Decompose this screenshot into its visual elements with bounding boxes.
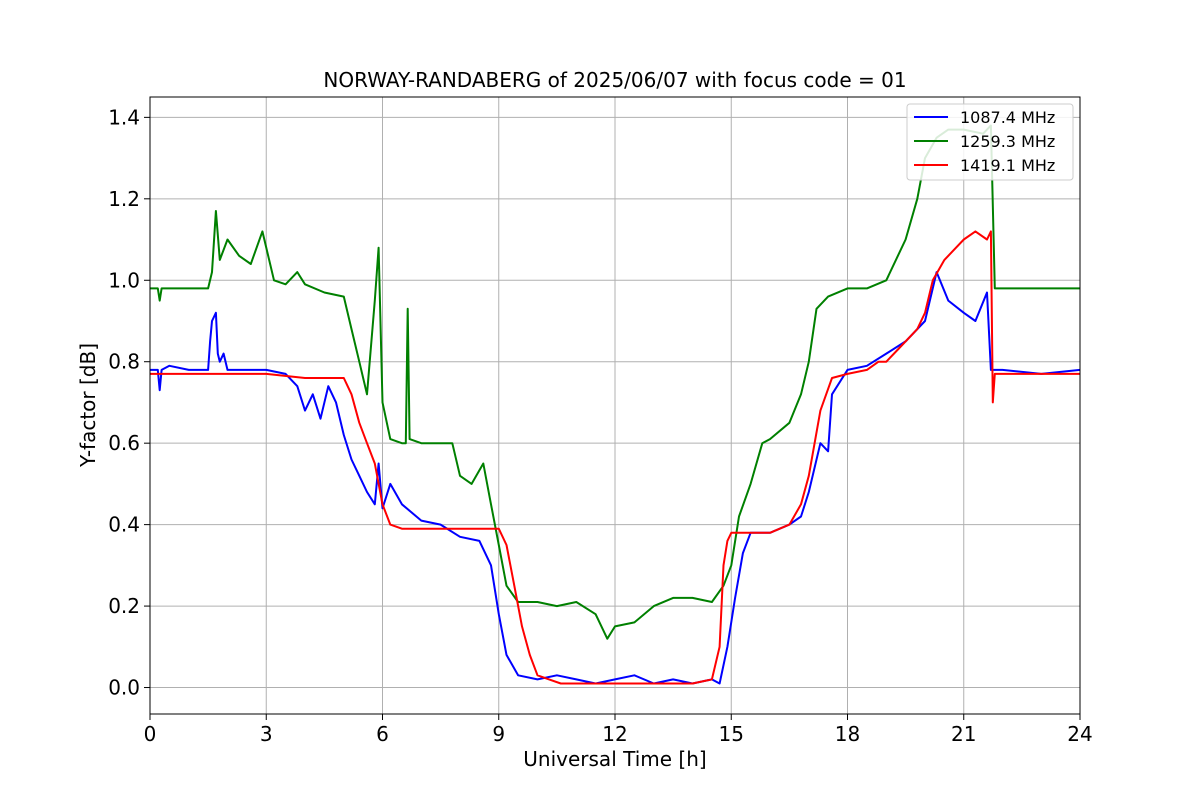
- y-axis-title: Y-factor [dB]: [76, 343, 100, 468]
- y-tick-label: 1.2: [108, 187, 140, 211]
- x-tick-label: 9: [492, 722, 505, 746]
- legend-label: 1087.4 MHz: [960, 108, 1055, 127]
- y-tick-label: 0.0: [108, 676, 140, 700]
- x-tick-label: 3: [260, 722, 273, 746]
- x-tick-label: 21: [951, 722, 976, 746]
- legend-label: 1419.1 MHz: [960, 156, 1055, 175]
- series-line-3: [150, 230, 1080, 685]
- x-tick-label: 0: [144, 722, 157, 746]
- x-tick-label: 18: [835, 722, 860, 746]
- y-tick-label: 0.4: [108, 513, 140, 537]
- legend-label: 1259.3 MHz: [960, 132, 1055, 151]
- y-tick-label: 0.8: [108, 350, 140, 374]
- legend: 1087.4 MHz 1259.3 MHz 1419.1 MHz: [906, 103, 1074, 181]
- series-line-1: [150, 271, 1081, 685]
- chart-title: NORWAY-RANDABERG of 2025/06/07 with focu…: [323, 68, 906, 92]
- y-tick-label: 0.2: [108, 594, 140, 618]
- x-axis-title: Universal Time [h]: [523, 747, 706, 771]
- y-tick-label: 1.4: [108, 105, 140, 129]
- x-tick-label: 15: [719, 722, 744, 746]
- y-tick-label: 1.0: [108, 268, 140, 292]
- series-line-2: [150, 124, 1080, 640]
- x-tick-label: 12: [602, 722, 627, 746]
- y-tick-label: 0.6: [108, 431, 140, 455]
- legend-box: [906, 103, 1074, 181]
- x-tick-label: 6: [376, 722, 389, 746]
- y-axis: 0.0 0.2 0.4 0.6 0.8 1.0 1.2 1.4: [108, 105, 150, 700]
- series-layer: [150, 124, 1081, 685]
- x-tick-label: 24: [1067, 722, 1092, 746]
- x-axis: 0 3 6 9 12 15 18 21 24: [144, 714, 1093, 746]
